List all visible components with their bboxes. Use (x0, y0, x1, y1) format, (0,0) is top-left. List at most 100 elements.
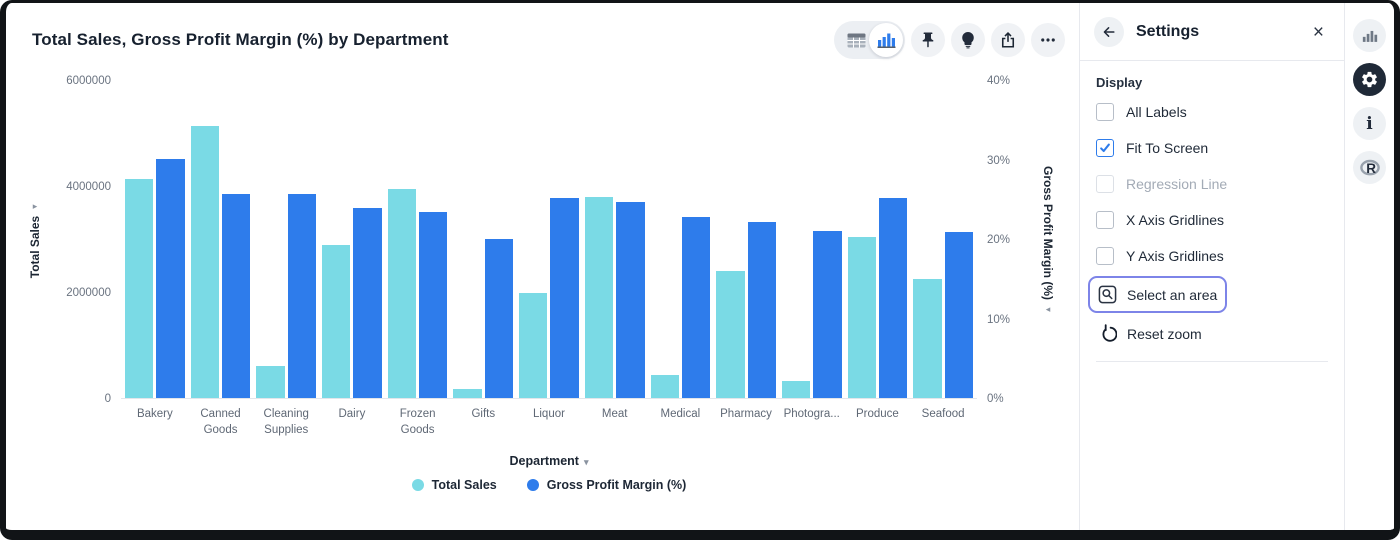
display-section-label: Display (1096, 75, 1143, 90)
select-area-button[interactable]: Select an area (1088, 276, 1228, 313)
bar-group (453, 81, 514, 398)
bar-total-sales[interactable] (125, 178, 154, 398)
chart-view-button[interactable] (869, 23, 903, 57)
r-analytics-button[interactable]: R (1353, 151, 1386, 184)
export-button[interactable] (991, 23, 1025, 57)
legend: Total Sales Gross Profit Margin (%) (121, 478, 977, 492)
bar-total-sales[interactable] (387, 189, 417, 398)
legend-swatch-cyan (411, 479, 424, 492)
table-view-button[interactable] (843, 23, 869, 57)
ellipsis-icon (1041, 38, 1055, 42)
chart-toolbar (834, 21, 1065, 59)
bar-total-sales[interactable] (519, 293, 548, 398)
y-axis-right-title[interactable]: Gross Profit Margin (%) ◂ (1041, 165, 1055, 315)
checkbox-fit-to-screen[interactable]: Fit To Screen (1096, 130, 1328, 166)
divider (1096, 361, 1328, 362)
chart-area: ▸ Total Sales 0 2000000 4000000 6000000 0% 1… (6, 59, 1079, 492)
reset-zoom-icon (1102, 324, 1117, 342)
bar-total-sales[interactable] (322, 244, 351, 398)
view-toggle (834, 21, 905, 59)
bar-total-sales[interactable] (781, 381, 811, 398)
reset-zoom-button[interactable]: Reset zoom (1088, 315, 1212, 352)
x-axis-category-label: Dairy (338, 408, 366, 420)
checkbox-icon (1096, 103, 1114, 121)
bar-gross-profit-margin[interactable] (813, 230, 842, 398)
settings-rail-button[interactable] (1353, 63, 1386, 96)
chart-tools-button[interactable] (1353, 19, 1386, 52)
bar-gross-profit-margin[interactable] (156, 159, 185, 398)
select-area-icon (1098, 285, 1117, 304)
more-options-button[interactable] (1031, 23, 1065, 57)
y-axis-left-title[interactable]: ▸ Total Sales (28, 200, 42, 279)
arrow-left-icon (1103, 27, 1115, 37)
right-icon-rail: i R (1344, 3, 1394, 530)
bar-group (125, 81, 185, 398)
bar-total-sales[interactable] (256, 365, 285, 398)
checkbox-icon (1096, 211, 1114, 229)
bar-chart-icon (877, 33, 895, 48)
bar-gross-profit-margin[interactable] (419, 211, 448, 398)
axis-tick-label: 6000000 (66, 75, 111, 87)
bar-group (847, 81, 908, 398)
settings-header: Settings × (1080, 3, 1344, 61)
lightbulb-icon (962, 31, 974, 49)
y-axis-right: 0% 10% 20% 30% 40% Gross Profit Margin (%) ◂ (977, 75, 1059, 405)
bar-gross-profit-margin[interactable] (353, 207, 382, 398)
bar-total-sales[interactable] (913, 278, 942, 398)
bar-total-sales[interactable] (847, 236, 876, 398)
explain-button[interactable] (951, 23, 985, 57)
legend-item-gpm[interactable]: Gross Profit Margin (%) (526, 478, 686, 492)
bar-gross-profit-margin[interactable] (550, 197, 579, 398)
x-axis-category-label: Meat (601, 408, 628, 420)
bar-chart-icon (1362, 30, 1377, 42)
back-button[interactable] (1094, 17, 1124, 47)
x-axis-category-label: Liquor (532, 408, 565, 420)
settings-panel: Settings × Display All Labels Fit To Scr… (1079, 3, 1344, 530)
bar-group (256, 81, 317, 398)
bar-gross-profit-margin[interactable] (681, 217, 711, 398)
pin-icon (922, 32, 934, 48)
bar-gross-profit-margin[interactable] (222, 193, 251, 398)
x-axis-category-label: Bakery (136, 408, 173, 420)
x-axis-category-label: Cleaning Supplies (263, 408, 309, 436)
info-icon: i (1366, 113, 1373, 134)
bar-total-sales[interactable] (453, 388, 482, 398)
legend-item-total-sales[interactable]: Total Sales (411, 478, 497, 492)
y-axis-left: ▸ Total Sales 0 2000000 4000000 6000000 (26, 75, 121, 405)
checkbox-y-axis-gridlines[interactable]: Y Axis Gridlines (1096, 238, 1328, 274)
share-icon (1001, 31, 1015, 48)
plot-area[interactable] (121, 81, 977, 399)
bar-group (190, 81, 251, 398)
x-axis-category-label: Produce (855, 408, 899, 420)
bar-total-sales[interactable] (650, 375, 679, 398)
bar-gross-profit-margin[interactable] (287, 194, 317, 398)
checkbox-x-axis-gridlines[interactable]: X Axis Gridlines (1096, 202, 1328, 238)
axis-tick-label: 2000000 (66, 287, 111, 299)
close-button[interactable]: × (1307, 21, 1330, 44)
bar-group (650, 81, 711, 398)
bar-gross-profit-margin[interactable] (944, 232, 973, 398)
bar-total-sales[interactable] (190, 125, 220, 398)
bar-gross-profit-margin[interactable] (484, 238, 514, 398)
axis-tick-label: 4000000 (66, 181, 111, 193)
checkbox-regression-line: Regression Line (1096, 166, 1328, 202)
info-button[interactable]: i (1353, 107, 1386, 140)
chart-panel: Total Sales, Gross Profit Margin (%) by … (6, 3, 1079, 530)
settings-title: Settings (1136, 23, 1200, 40)
x-axis-title[interactable]: Department ▾ (509, 454, 589, 469)
bar-gross-profit-margin[interactable] (747, 222, 776, 398)
x-axis-labels: Bakery Canned Goods Cleaning Supplies Dairy… (121, 407, 977, 438)
bar-total-sales[interactable] (716, 271, 745, 398)
checkbox-icon (1096, 139, 1114, 157)
checkbox-all-labels[interactable]: All Labels (1096, 94, 1328, 130)
bar-gross-profit-margin[interactable] (878, 198, 908, 398)
axis-tick-label: 0% (987, 393, 1004, 405)
pin-button[interactable] (911, 23, 945, 57)
x-axis-category-label: Pharmacy (720, 408, 772, 420)
bar-group (781, 81, 842, 398)
bar-gross-profit-margin[interactable] (616, 202, 645, 398)
checkbox-icon (1096, 247, 1114, 265)
bar-total-sales[interactable] (584, 197, 614, 398)
chevron-down-icon: ▾ (583, 457, 589, 468)
